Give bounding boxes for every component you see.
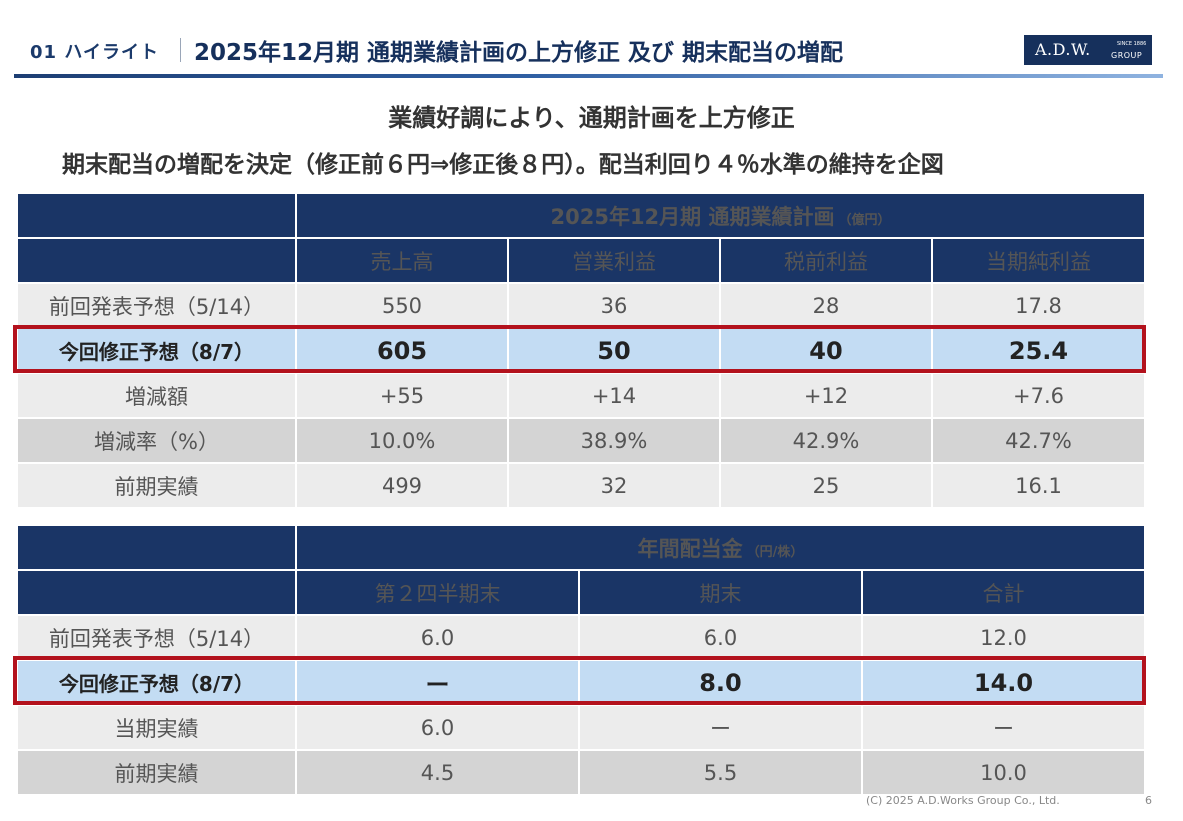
row-label: 増減率（%）: [18, 419, 295, 462]
earnings-table-title: 2025年12月期 通期業績計画 （億円）: [297, 194, 1144, 237]
section-label: 01 ハイライト: [30, 42, 159, 63]
cell-value: ー: [863, 706, 1145, 749]
cell-value: 550: [297, 284, 507, 327]
table-row: 増減額 +55 +14 +12 +7.6: [18, 374, 1144, 417]
earnings-title-text: 2025年12月期 通期業績計画: [550, 204, 835, 229]
cell-value: +14: [509, 374, 719, 417]
logo-text: A.D.W.: [1035, 40, 1091, 59]
dividend-table: 年間配当金 （円/株） 第２四半期末 期末 合計 前回発表予想（5/14） 6.0…: [16, 524, 1146, 796]
dividend-title-text: 年間配当金: [637, 536, 743, 561]
cell-value: 605: [297, 329, 507, 372]
cell-value: 10.0%: [297, 419, 507, 462]
slide-header: 01 ハイライト 2025年12月期 通期業績計画の上方修正 及び 期末配当の増…: [0, 0, 1183, 80]
table-row: 増減率（%） 10.0% 38.9% 42.9% 42.7%: [18, 419, 1144, 462]
cell-value: 28: [721, 284, 931, 327]
cell-value: 17.8: [933, 284, 1144, 327]
earnings-plan-table: 2025年12月期 通期業績計画 （億円） 売上高 営業利益 税前利益 当期純利益…: [16, 192, 1146, 509]
row-label: 今回修正予想（8/7）: [18, 329, 295, 372]
cell-value: 14.0: [863, 661, 1145, 704]
page-title: 2025年12月期 通期業績計画の上方修正 及び 期末配当の増配: [194, 40, 844, 66]
column-header-year-end: 期末: [580, 571, 861, 614]
cell-value: +55: [297, 374, 507, 417]
cell-value: 32: [509, 464, 719, 507]
table-row: 前期実績 4.5 5.5 10.0: [18, 751, 1145, 794]
cell-value: ー: [297, 661, 578, 704]
cell-value: ー: [580, 706, 861, 749]
copyright: (C) 2025 A.D.Works Group Co., Ltd.: [866, 794, 1060, 807]
page-number: 6: [1145, 794, 1152, 807]
dividend-table-title: 年間配当金 （円/株）: [297, 526, 1145, 569]
company-logo: A.D.W. SINCE 1886 GROUP: [1024, 35, 1152, 65]
table-row-highlighted: 今回修正予想（8/7） 605 50 40 25.4: [18, 329, 1144, 372]
table-row: 当期実績 6.0 ー ー: [18, 706, 1145, 749]
earnings-unit: （億円）: [838, 212, 891, 228]
cell-value: 25.4: [933, 329, 1144, 372]
table-row: 前回発表予想（5/14） 6.0 6.0 12.0: [18, 616, 1145, 659]
dividend-unit: （円/株）: [746, 544, 804, 560]
table-row-highlighted: 今回修正予想（8/7） ー 8.0 14.0: [18, 661, 1145, 704]
cell-value: 16.1: [933, 464, 1144, 507]
table-corner: [18, 239, 295, 282]
cell-value: 6.0: [580, 616, 861, 659]
row-label: 増減額: [18, 374, 295, 417]
cell-value: 4.5: [297, 751, 578, 794]
highlight-frame: [13, 325, 1146, 373]
row-label: 前期実績: [18, 751, 295, 794]
table-row: 前回発表予想（5/14） 550 36 28 17.8: [18, 284, 1144, 327]
column-header-net-profit: 当期純利益: [933, 239, 1144, 282]
logo-since: SINCE 1886: [1117, 41, 1147, 47]
table-corner: [18, 571, 295, 614]
row-label: 前回発表予想（5/14）: [18, 284, 295, 327]
table-row: 前期実績 499 32 25 16.1: [18, 464, 1144, 507]
row-label: 前回発表予想（5/14）: [18, 616, 295, 659]
highlight-frame: [13, 656, 1146, 705]
cell-value: 42.7%: [933, 419, 1144, 462]
cell-value: 6.0: [297, 616, 578, 659]
cell-value: +7.6: [933, 374, 1144, 417]
cell-value: 25: [721, 464, 931, 507]
cell-value: 8.0: [580, 661, 861, 704]
column-header-sales: 売上高: [297, 239, 507, 282]
header-separator: [180, 38, 181, 62]
column-header-total: 合計: [863, 571, 1145, 614]
cell-value: 36: [509, 284, 719, 327]
cell-value: 12.0: [863, 616, 1145, 659]
row-label: 当期実績: [18, 706, 295, 749]
cell-value: 10.0: [863, 751, 1145, 794]
cell-value: +12: [721, 374, 931, 417]
row-label: 前期実績: [18, 464, 295, 507]
cell-value: 38.9%: [509, 419, 719, 462]
cell-value: 50: [509, 329, 719, 372]
headline-line-2: 期末配当の増配を決定（修正前６円⇒修正後８円）。配当利回り４％水準の維持を企図: [62, 152, 944, 178]
cell-value: 40: [721, 329, 931, 372]
column-header-pretax-profit: 税前利益: [721, 239, 931, 282]
column-header-operating-profit: 営業利益: [509, 239, 719, 282]
header-rule: [14, 74, 1163, 78]
cell-value: 5.5: [580, 751, 861, 794]
cell-value: 42.9%: [721, 419, 931, 462]
headline-line-1: 業績好調により、通期計画を上方修正: [388, 104, 795, 132]
cell-value: 6.0: [297, 706, 578, 749]
table-corner: [18, 526, 295, 569]
row-label: 今回修正予想（8/7）: [18, 661, 295, 704]
column-header-q2-end: 第２四半期末: [297, 571, 578, 614]
logo-group: GROUP: [1111, 51, 1143, 60]
cell-value: 499: [297, 464, 507, 507]
table-corner: [18, 194, 295, 237]
